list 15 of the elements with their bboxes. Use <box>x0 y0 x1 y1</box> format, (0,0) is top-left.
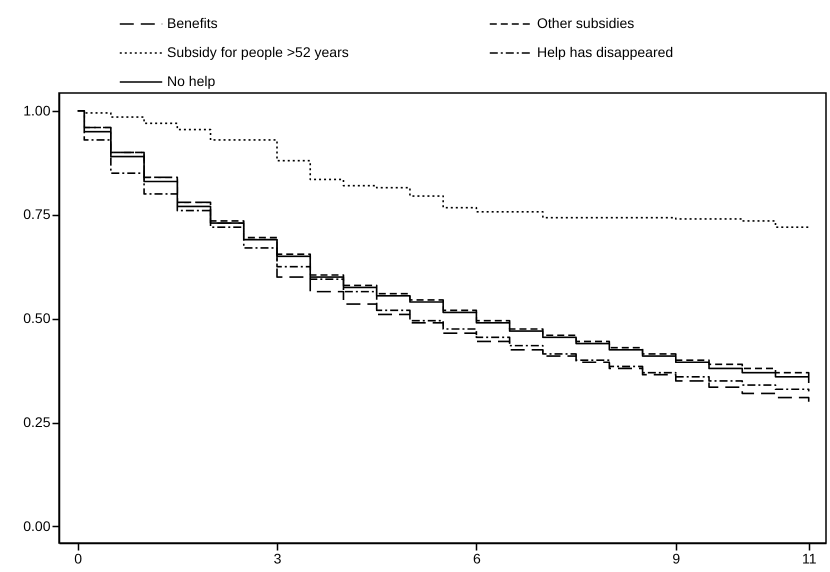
y-tick-label: 0.50 <box>23 310 51 326</box>
y-tick-label: 1.00 <box>23 102 51 118</box>
x-tick-label: 6 <box>473 550 481 566</box>
y-tick-label: 0.25 <box>23 414 51 430</box>
legend-label: No help <box>167 73 216 89</box>
x-tick-label: 0 <box>74 550 82 566</box>
y-tick-label: 0.00 <box>23 518 51 534</box>
x-tick-label: 11 <box>802 550 817 566</box>
x-tick-label: 3 <box>274 550 282 566</box>
legend-label: Benefits <box>167 15 218 31</box>
x-tick-label: 9 <box>672 550 680 566</box>
y-tick-label: 0.75 <box>23 206 51 222</box>
legend-label: Help has disappeared <box>537 44 674 60</box>
legend-label: Other subsidies <box>537 15 634 31</box>
legend-label: Subsidy for people >52 years <box>167 44 349 60</box>
